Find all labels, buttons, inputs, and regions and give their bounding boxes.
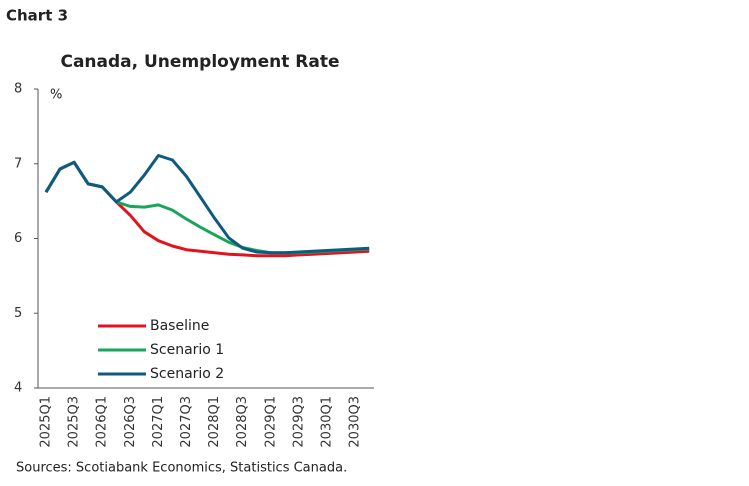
source: Sources: Scotiabank Economics, Statistic… (16, 461, 347, 476)
legend-label: Baseline (150, 318, 209, 334)
series-line (44, 154, 370, 255)
y-tick-label: 4 (14, 381, 22, 396)
x-tick-label: 2025Q3 (67, 396, 82, 448)
y-tick-label: 7 (14, 156, 22, 171)
chart-title: Canada, Unemployment Rate (60, 52, 339, 72)
x-tick-label: 2025Q1 (39, 396, 54, 448)
x-tick-label: 2030Q3 (348, 396, 363, 448)
x-tick-label: 2030Q1 (320, 396, 335, 448)
x-tick-label: 2026Q3 (123, 396, 138, 448)
x-tick-label: 2029Q3 (291, 396, 306, 448)
x-tick-label: 2028Q1 (207, 396, 222, 448)
x-tick-label: 2027Q3 (179, 396, 194, 448)
x-tick-label: 2027Q1 (151, 396, 166, 448)
legend-label: Scenario 2 (150, 366, 224, 382)
x-tick-label: 2029Q1 (263, 396, 278, 448)
y-tick-label: 6 (14, 231, 22, 246)
chart-number: Chart 3 (6, 7, 68, 25)
y-tick-label: 8 (14, 82, 22, 97)
legend-label: Scenario 1 (150, 342, 224, 358)
x-tick-label: 2026Q1 (95, 396, 110, 448)
y-tick-label: 5 (14, 306, 22, 321)
x-tick-label: 2028Q3 (235, 396, 250, 448)
y-unit: % (50, 88, 62, 103)
